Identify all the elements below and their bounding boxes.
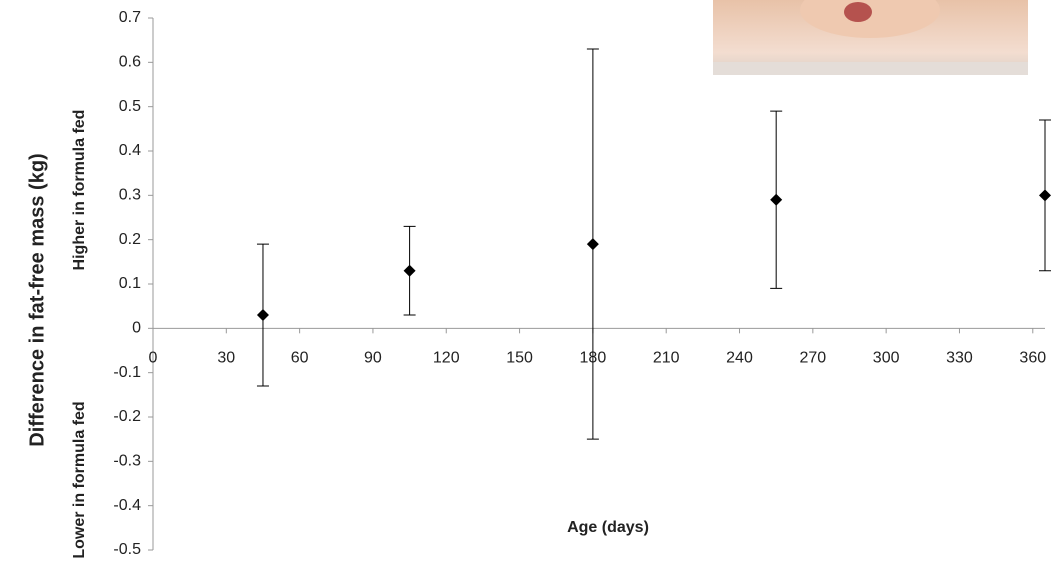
annotation: Lower in formula fed <box>71 401 88 558</box>
y-tick-label: -0.2 <box>113 408 141 425</box>
y-tick-label: -0.1 <box>113 364 141 381</box>
point <box>586 238 599 251</box>
x-tick-label: 210 <box>653 350 680 367</box>
x-tick-label: 330 <box>946 350 973 367</box>
y-tick-label: 0 <box>132 320 141 337</box>
point <box>256 309 269 322</box>
y-tick-label: 0.1 <box>119 275 141 292</box>
y-tick-label: 0.3 <box>119 187 141 204</box>
y-tick-label: -0.5 <box>113 541 141 558</box>
y-tick-label: 0.7 <box>119 9 141 26</box>
x-tick-label: 300 <box>873 350 900 367</box>
point <box>770 193 783 206</box>
x-tick-label: 360 <box>1019 350 1046 367</box>
x-tick-label: 60 <box>291 350 309 367</box>
y-tick-label: 0.5 <box>119 98 141 115</box>
x-tick-label: 30 <box>217 350 235 367</box>
point <box>1039 189 1051 202</box>
y-tick-label: 0.6 <box>119 54 141 71</box>
x-tick-label: 120 <box>433 350 460 367</box>
point <box>403 264 416 277</box>
x-tick-label: 240 <box>726 350 753 367</box>
photo <box>713 0 1028 75</box>
x-tick-label: 0 <box>149 350 158 367</box>
x-axis-title: Age (days) <box>567 519 649 536</box>
y-tick-label: -0.3 <box>113 453 141 470</box>
y-tick-label: 0.2 <box>119 231 141 248</box>
x-tick-label: 150 <box>506 350 533 367</box>
y-tick-label: -0.4 <box>113 497 141 514</box>
y-tick-label: 0.4 <box>119 142 141 159</box>
x-tick-label: 90 <box>364 350 382 367</box>
y-axis-title: Difference in fat-free mass (kg) <box>26 153 48 446</box>
annotation: Higher in formula fed <box>71 110 88 271</box>
x-tick-label: 270 <box>799 350 826 367</box>
